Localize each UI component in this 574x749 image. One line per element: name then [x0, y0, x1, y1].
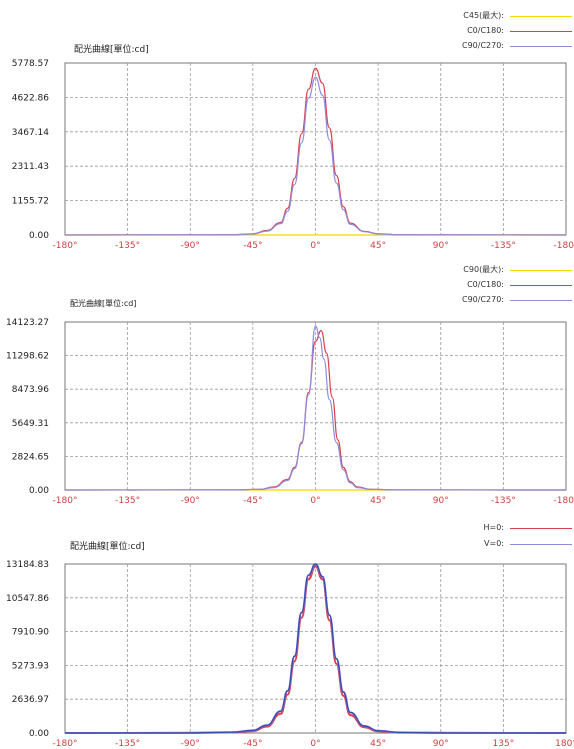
legend-swatch [510, 46, 572, 47]
y-tick-label: 13184.83 [6, 560, 49, 570]
legend-item: C90/C270: [414, 294, 574, 306]
y-tick-label: 5649.31 [12, 419, 49, 429]
x-tick-label: -135° [491, 241, 516, 251]
legend-label: C45(最大): [463, 11, 504, 20]
series-line-overlay [64, 563, 567, 734]
legend-label: V=0: [484, 539, 504, 548]
y-tick-label: 10547.86 [6, 594, 49, 604]
y-tick-label: 3467.14 [12, 128, 49, 138]
x-tick-label: 90° [433, 739, 449, 749]
x-tick-label: 180° [555, 739, 574, 749]
x-tick-label: 0° [310, 241, 320, 251]
legend-swatch [510, 544, 572, 545]
series-line [64, 325, 567, 491]
y-tick-label: 8473.96 [12, 385, 49, 395]
legend-item: C0/C180: [414, 279, 574, 291]
chart-panel-1: C45(最大): C0/C180: C90/C270: 配光曲線[單位:cd] … [0, 0, 574, 251]
plot-area: 5778.574622.863467.142311.431155.720.00-… [12, 59, 574, 251]
x-tick-label: -90° [181, 739, 200, 749]
x-tick-label: 0° [310, 496, 320, 506]
y-tick-label: 0.00 [29, 231, 49, 241]
series-line [64, 76, 567, 236]
x-tick-label: -180° [53, 739, 78, 749]
legend-item: H=0: [414, 522, 574, 534]
x-tick-label: 45° [370, 739, 386, 749]
plot-area: 13184.83 10547.86 7910.90 5273.93 2636.97 0.0… [6, 560, 574, 749]
x-tick-label: -180° [554, 496, 574, 506]
legend-swatch [510, 285, 572, 286]
legend-item: C90/C270: [414, 40, 574, 52]
plot-area: 14123.27 11298.62 8473.96 5649.31 2824.65 0.0… [6, 318, 574, 506]
legend-item: C45(最大): [414, 10, 574, 22]
x-tick-label: -135° [115, 241, 140, 251]
x-tick-label: -180° [554, 241, 574, 251]
y-tick-label: 14123.27 [6, 318, 49, 328]
y-tick-label: 2824.65 [12, 452, 49, 462]
x-tick-label: 45° [370, 496, 386, 506]
x-tick-label: -135° [115, 496, 140, 506]
x-tick-label: -90° [181, 241, 200, 251]
legend-swatch [510, 528, 572, 529]
chart-panel-2: C90(最大): C0/C180: C90/C270: 配光曲線[單位:cd] … [0, 252, 574, 506]
legend-swatch [510, 270, 572, 271]
chart-title: 配光曲線[單位:cd] [70, 299, 137, 308]
x-tick-label: -45° [243, 496, 262, 506]
y-tick-label: 11298.62 [6, 352, 49, 362]
y-tick-label: 5778.57 [12, 59, 49, 69]
legend-label: C0/C180: [467, 280, 504, 289]
legend-item: V=0: [414, 538, 574, 550]
y-tick-label: 4622.86 [12, 93, 49, 103]
x-tick-label: 90° [433, 496, 449, 506]
x-tick-label: -135° [115, 739, 140, 749]
legend-label: C90/C270: [461, 295, 504, 304]
y-tick-label: 5273.93 [12, 661, 49, 671]
y-tick-label: 1155.72 [12, 197, 49, 207]
x-tick-label: 135° [493, 739, 515, 749]
y-tick-label: 0.00 [29, 729, 49, 739]
legend-swatch [510, 16, 572, 17]
legend-label: C90/C270: [461, 41, 504, 50]
legend-label: H=0: [483, 523, 504, 532]
chart-title: 配光曲線[單位:cd] [74, 45, 149, 55]
x-tick-label: 0° [310, 739, 320, 749]
x-tick-label: -90° [181, 496, 200, 506]
x-tick-label: -135° [491, 496, 516, 506]
legend-label: C90(最大): [463, 265, 504, 274]
x-tick-label: -45° [243, 739, 262, 749]
legend-item: C90(最大): [414, 264, 574, 276]
y-tick-label: 7910.90 [12, 628, 49, 638]
legend-label: C0/C180: [467, 26, 504, 35]
x-tick-label: 90° [433, 241, 449, 251]
chart-title: 配光曲線[單位:cd] [70, 542, 145, 552]
legend-item: C0/C180: [414, 25, 574, 37]
legend-swatch [510, 300, 572, 301]
x-tick-label: 45° [370, 241, 386, 251]
x-tick-label: -180° [53, 496, 78, 506]
chart-panel-3: H=0: V=0: 配光曲線[單位:cd] 13184.83 10547.86 79… [0, 500, 574, 749]
y-tick-label: 2636.97 [12, 695, 49, 705]
x-tick-label: -180° [53, 241, 78, 251]
legend-swatch [510, 31, 572, 32]
x-tick-label: -45° [243, 241, 262, 251]
y-tick-label: 0.00 [29, 486, 49, 496]
y-tick-label: 2311.43 [12, 162, 49, 172]
